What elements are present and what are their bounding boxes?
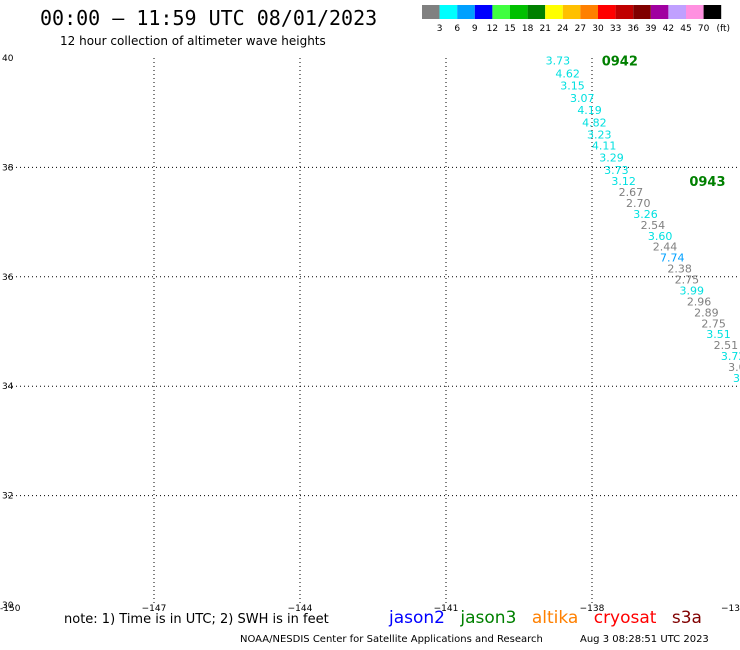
lat-tick-label: 30 [2, 601, 14, 611]
colorbar-label: 9 [472, 24, 478, 34]
wave-height-value: 4.11 [592, 140, 617, 153]
wave-height-value: 4.19 [577, 104, 602, 117]
colorbar-swatch [703, 5, 722, 19]
colorbar-label: 18 [522, 24, 534, 34]
wave-height-value: 2.96 [687, 295, 712, 308]
wave-height-value: 2.75 [675, 274, 700, 287]
wave-height-value: 4.62 [555, 67, 580, 80]
colorbar-swatch [562, 5, 581, 19]
wave-height-value: 2.70 [626, 197, 651, 210]
wave-height-value: 2.75 [701, 317, 726, 330]
wave-height-value: 2.67 [619, 186, 644, 199]
colorbar-swatch [650, 5, 669, 19]
wave-height-value: 3.73 [546, 55, 571, 68]
legend-jason3: jason3 [460, 608, 517, 628]
colorbar-swatch [598, 5, 616, 19]
color-scale-bar: 3 6 9 12 15 18 21 24 27 30 33 36 39 42 45 70 (ft) [422, 5, 730, 34]
wave-height-value: 3.72 [721, 350, 740, 363]
lat-tick-label: 40 [2, 54, 14, 64]
colorbar-swatch [545, 5, 563, 19]
wave-height-value: 3.07 [570, 92, 595, 105]
footnote: note: 1) Time is in UTC; 2) SWH is in fe… [64, 612, 329, 627]
colorbar-label: 70 [698, 24, 710, 34]
wave-height-value: 3.73 [604, 164, 629, 177]
colorbar-swatch [527, 5, 546, 19]
colorbar-label: 24 [557, 24, 569, 34]
legend-jason2: jason2 [389, 608, 445, 628]
colorbar-label: 12 [487, 24, 498, 34]
wave-height-value: 3.99 [680, 284, 705, 297]
colorbar-swatch [457, 5, 475, 19]
wave-height-value: 4.82 [582, 117, 607, 130]
wave-height-value: 2.38 [667, 263, 692, 276]
wave-height-value: 3.00 [728, 361, 740, 374]
wave-height-value: 2.89 [694, 306, 719, 319]
lon-tick-label: −147 [142, 604, 167, 614]
colorbar-label: 6 [454, 24, 460, 34]
lon-tick-label: −138 [580, 604, 605, 614]
wave-height-value: 3.29 [599, 152, 624, 165]
colorbar-label: 36 [627, 24, 639, 34]
wave-height-value: 3.12 [611, 175, 636, 188]
page-title: 00:00 – 11:59 UTC 08/01/2023 [40, 6, 378, 30]
colorbar-label: 21 [539, 24, 550, 34]
legend-altika: altika [531, 608, 579, 628]
colorbar-label: 42 [663, 24, 674, 34]
lon-tick-label: −13 [721, 604, 740, 614]
wave-height-value: 3.51 [706, 328, 731, 341]
lon-tick-label: −141 [434, 604, 459, 614]
orbit-label: 0942 [602, 55, 638, 70]
wave-height-value: 7.74 [660, 252, 685, 265]
page-subtitle: 12 hour collection of altimeter wave hei… [60, 34, 326, 48]
credit-line: NOAA/NESDIS Center for Satellite Applica… [240, 634, 543, 645]
colorbar-label: 27 [575, 24, 586, 34]
lat-tick-label: 32 [2, 492, 13, 502]
orbit-label: 0943 [689, 175, 725, 190]
satellite-legend: jason2 jason3 altika cryosat s3a [389, 608, 712, 628]
wave-height-value: 2.54 [641, 219, 666, 232]
wave-height-value: 3.26 [633, 208, 658, 221]
colorbar-label: 3 [437, 24, 443, 34]
colorbar-swatch [492, 5, 510, 19]
colorbar-unit: (ft) [716, 24, 730, 34]
wave-height-value: 2.44 [653, 241, 678, 254]
wave-height-value: 3.18 [733, 372, 740, 385]
colorbar-swatch [615, 5, 634, 19]
colorbar-label: 39 [645, 24, 657, 34]
colorbar-label: 30 [592, 24, 604, 34]
legend-s3a: s3a [671, 608, 702, 628]
lat-tick-label: 38 [2, 163, 14, 173]
legend-cryosat: cryosat [593, 608, 657, 628]
lat-tick-label: 36 [2, 273, 14, 283]
colorbar-swatch [686, 5, 704, 19]
wave-height-value: 3.15 [560, 79, 585, 92]
colorbar-swatch [668, 5, 686, 19]
wave-height-value: 3.60 [648, 230, 673, 243]
colorbar-label: 33 [610, 24, 621, 34]
colorbar-swatch [439, 5, 458, 19]
colorbar-swatch [422, 5, 440, 19]
wave-height-value: 2.51 [714, 339, 739, 352]
colorbar-label: 15 [504, 24, 515, 34]
colorbar-swatch [633, 5, 651, 19]
lon-tick-label: -150 [0, 604, 21, 614]
colorbar-label: 45 [680, 24, 691, 34]
wave-height-value: 3.23 [587, 129, 612, 142]
colorbar-swatch [580, 5, 598, 19]
colorbar-swatch [510, 5, 528, 19]
lon-tick-label: −144 [288, 604, 313, 614]
timestamp: Aug 3 08:28:51 UTC 2023 [580, 634, 709, 645]
lat-tick-label: 34 [2, 382, 14, 392]
colorbar-swatch [474, 5, 493, 19]
